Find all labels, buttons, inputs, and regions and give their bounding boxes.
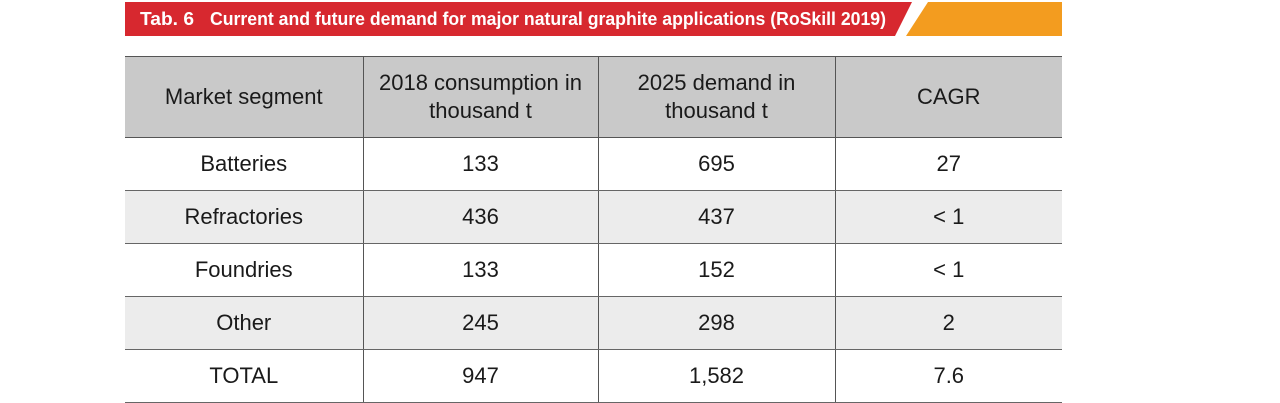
- value-cell: < 1: [834, 190, 1062, 244]
- header-cell: Market segment: [125, 56, 363, 138]
- table-row: TOTAL 947 1,582 7.6: [125, 349, 1062, 403]
- header-cell: 2018 consumption in thousand t: [362, 56, 598, 138]
- table-row: Foundries 133 152 < 1: [125, 243, 1062, 297]
- table-row: Refractories 436 437 < 1: [125, 190, 1062, 244]
- header-cell: 2025 demand in thousand t: [597, 56, 835, 138]
- value-cell: 133: [362, 137, 598, 191]
- value-cell: 2: [834, 296, 1062, 350]
- caption-banner: Tab. 6 Current and future demand for maj…: [125, 2, 1062, 36]
- demand-table: Market segment 2018 consumption in thousa…: [125, 56, 1062, 403]
- value-cell: 7.6: [834, 349, 1062, 403]
- value-cell: 152: [597, 243, 835, 297]
- segment-cell: Refractories: [125, 190, 363, 244]
- segment-cell: Other: [125, 296, 363, 350]
- segment-cell: Foundries: [125, 243, 363, 297]
- value-cell: 133: [362, 243, 598, 297]
- value-cell: 1,582: [597, 349, 835, 403]
- segment-cell: TOTAL: [125, 349, 363, 403]
- caption-title: Current and future demand for major natu…: [210, 9, 886, 29]
- value-cell: 437: [597, 190, 835, 244]
- value-cell: 947: [362, 349, 598, 403]
- value-cell: 695: [597, 137, 835, 191]
- table-body: Batteries 133 695 27 Refractories 436 437 < 1 Fo…: [125, 137, 1062, 403]
- table-row: Other 245 298 2: [125, 296, 1062, 350]
- segment-cell: Batteries: [125, 137, 363, 191]
- table-row: Batteries 133 695 27: [125, 137, 1062, 191]
- value-cell: 27: [834, 137, 1062, 191]
- caption-red-band: [125, 2, 912, 36]
- value-cell: 298: [597, 296, 835, 350]
- header-cell: CAGR: [834, 56, 1062, 138]
- caption-orange-band: [906, 2, 1062, 36]
- value-cell: 436: [362, 190, 598, 244]
- value-cell: 245: [362, 296, 598, 350]
- header-row: Market segment 2018 consumption in thousa…: [125, 56, 1062, 138]
- caption-label: Tab. 6: [140, 9, 194, 29]
- value-cell: < 1: [834, 243, 1062, 297]
